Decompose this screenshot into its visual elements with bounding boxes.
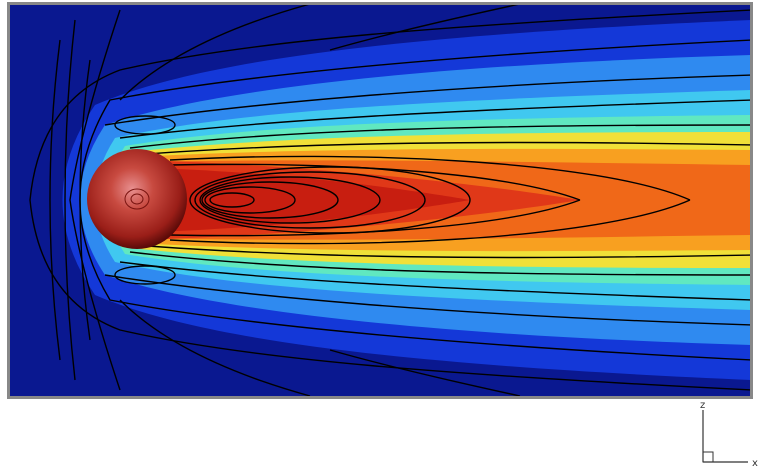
sphere-contour	[124, 188, 150, 210]
contour-lines	[29, 4, 751, 397]
z-label: z	[700, 400, 705, 411]
x-label: x	[752, 458, 758, 469]
contour-field	[9, 4, 751, 397]
sphere-contour	[130, 193, 144, 205]
triad-box	[702, 451, 714, 463]
frame	[7, 2, 753, 399]
axes-triad: z x	[700, 400, 758, 469]
sphere	[87, 149, 187, 249]
